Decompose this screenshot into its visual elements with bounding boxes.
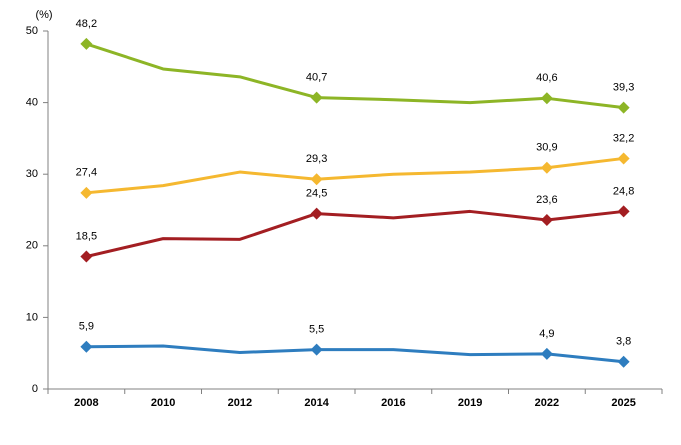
series-line xyxy=(85,42,624,110)
x-tick-label: 2016 xyxy=(381,397,405,409)
x-tick-label: 2025 xyxy=(611,397,635,409)
data-label: 3,8 xyxy=(616,336,631,348)
data-label: 4,9 xyxy=(539,328,554,340)
data-label: 39,3 xyxy=(613,82,634,94)
data-label: 24,5 xyxy=(306,187,327,199)
x-tick-label: 2022 xyxy=(535,397,559,409)
y-tick-label: 50 xyxy=(26,25,38,37)
marker xyxy=(80,340,93,353)
data-label: 40,6 xyxy=(536,72,557,84)
marker xyxy=(80,250,93,263)
series-line xyxy=(86,344,624,364)
marker xyxy=(617,152,630,165)
y-tick-label: 30 xyxy=(26,168,38,180)
series-line xyxy=(86,209,624,259)
data-label: 5,5 xyxy=(309,324,324,336)
data-label: 23,6 xyxy=(536,194,557,206)
marker xyxy=(80,37,93,50)
marker xyxy=(310,91,323,104)
data-label: 32,2 xyxy=(613,132,634,144)
marker xyxy=(617,101,630,114)
y-tick-label: 40 xyxy=(26,97,38,109)
marker xyxy=(540,214,553,227)
series-line xyxy=(86,156,624,195)
marker xyxy=(540,92,553,105)
x-tick-label: 2012 xyxy=(228,397,252,409)
marker xyxy=(310,343,323,356)
x-tick-label: 2008 xyxy=(74,397,98,409)
x-tick-label: 2019 xyxy=(458,397,482,409)
marker xyxy=(310,207,323,220)
marker xyxy=(540,161,553,174)
marker xyxy=(617,205,630,218)
x-tick-label: 2014 xyxy=(304,397,329,409)
y-tick-label: 20 xyxy=(26,240,38,252)
y-axis-label: (%) xyxy=(35,9,52,21)
data-label: 40,7 xyxy=(306,71,327,83)
x-tick-label: 2010 xyxy=(151,397,175,409)
y-tick-label: 10 xyxy=(26,311,38,323)
data-label: 24,8 xyxy=(613,185,634,197)
marker xyxy=(540,347,553,360)
marker xyxy=(80,186,93,199)
data-label: 48,2 xyxy=(76,18,97,30)
data-label: 29,3 xyxy=(306,153,327,165)
data-label: 5,9 xyxy=(79,321,94,333)
data-label: 18,5 xyxy=(76,230,97,242)
data-label: 27,4 xyxy=(76,167,97,179)
marker xyxy=(617,355,630,368)
marker xyxy=(310,173,323,186)
y-tick-label: 0 xyxy=(32,383,38,395)
data-label: 30,9 xyxy=(536,142,557,154)
